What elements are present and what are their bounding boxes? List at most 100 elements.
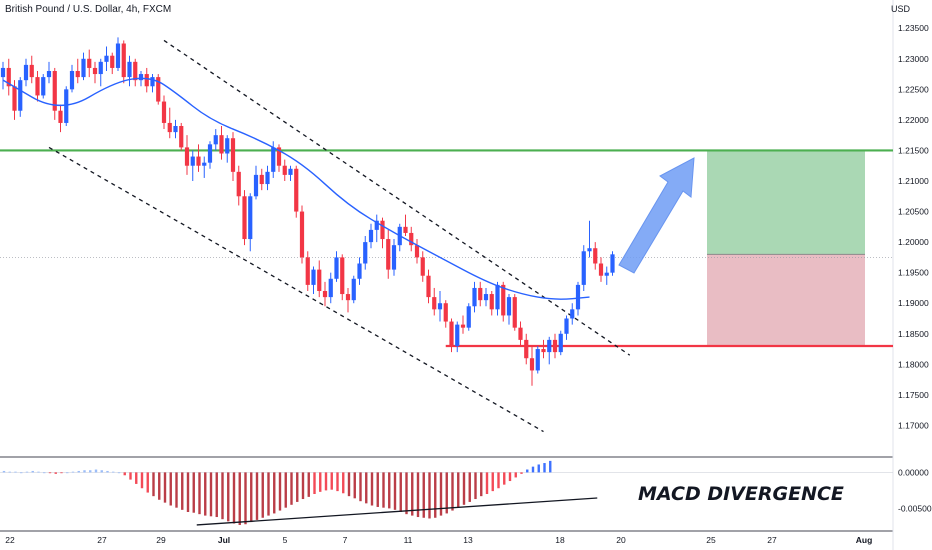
candle-body [138, 74, 144, 81]
macd-bar [330, 472, 333, 490]
candle [87, 49, 92, 78]
candle [593, 242, 598, 270]
macd-bar [284, 472, 287, 508]
candle [75, 58, 80, 84]
macd-bar [66, 472, 69, 474]
candle-body [432, 297, 437, 310]
time-tick-label: 22 [5, 535, 15, 545]
candle [144, 67, 149, 93]
macd-bar [359, 472, 362, 502]
candle [420, 251, 425, 282]
candle [334, 251, 339, 282]
candle-body [127, 61, 132, 78]
candle-body [58, 110, 63, 123]
candle-body [161, 101, 167, 123]
macd-tick-label: -0.00500 [898, 503, 932, 513]
candle-body [328, 278, 333, 298]
macd-bar [388, 472, 391, 509]
candle-body [202, 162, 207, 166]
candle-body [575, 284, 581, 310]
ma-line [2, 77, 590, 300]
candle-body [196, 156, 201, 166]
time-tick-label: Aug [856, 535, 873, 545]
macd-bar [508, 472, 512, 482]
price-tick-label: 1.19500 [898, 268, 929, 278]
candle [598, 257, 604, 282]
candle [150, 74, 155, 93]
macd-bar [117, 472, 121, 474]
candle-body [541, 349, 546, 353]
macd-bar [428, 472, 431, 519]
macd-bar [48, 472, 52, 474]
candle [547, 336, 552, 365]
macd-bar [399, 472, 402, 512]
candle [133, 58, 138, 87]
candle-body [449, 321, 454, 346]
candle-body [386, 239, 391, 270]
candle [455, 321, 460, 353]
candle [156, 74, 161, 105]
candle-body [426, 275, 431, 298]
candle-body [340, 257, 345, 295]
candle [478, 281, 483, 307]
candle [351, 275, 356, 304]
macd-bar [526, 469, 529, 473]
macd-bar [480, 472, 483, 497]
candle-body [466, 306, 471, 328]
candle-body [230, 138, 236, 172]
candle [190, 150, 195, 181]
candle [179, 122, 184, 151]
candle-body [121, 43, 126, 78]
macd-bar [301, 472, 305, 500]
candle-body [472, 287, 477, 307]
candle [512, 294, 517, 331]
macd-bar [129, 472, 132, 480]
candle-body [593, 248, 598, 264]
candle-body [506, 297, 512, 316]
candle [397, 223, 402, 252]
macd-bar [549, 460, 552, 473]
price-tick-label: 1.21500 [898, 145, 929, 155]
macd-bar [537, 464, 540, 473]
price-tick-label: 1.22500 [898, 84, 929, 94]
candle [58, 104, 63, 133]
macd-bar [250, 472, 253, 523]
macd-bar [434, 472, 437, 518]
candle [460, 315, 466, 334]
price-tick-label: 1.23000 [898, 54, 929, 64]
macd-bar [20, 472, 23, 474]
candle-body [299, 211, 305, 258]
macd-bar [186, 472, 190, 512]
candle-body [460, 324, 466, 328]
axes: 1.23500 1.23000 1.22500 1.22000 1.21500 1.210… [5, 23, 932, 545]
candle [604, 266, 609, 285]
candle [46, 61, 52, 84]
candle [259, 168, 264, 191]
candle [552, 333, 558, 359]
candle-body [104, 55, 109, 62]
macd-bar [319, 472, 322, 492]
macd-bar [89, 470, 92, 473]
macd-bar [169, 472, 172, 506]
gridlines [0, 0, 894, 550]
macd-bar [342, 472, 345, 494]
candle-body [443, 303, 448, 322]
candle [317, 260, 322, 298]
candle-body [242, 196, 247, 240]
macd-bar [152, 472, 155, 497]
candle [305, 251, 310, 291]
candle-body [478, 287, 483, 301]
candlestick-series [0, 37, 615, 386]
candle [581, 245, 586, 291]
candle [558, 330, 563, 356]
candle-body [23, 64, 29, 81]
macd-bar [422, 472, 425, 518]
candle [564, 315, 569, 340]
macd-bar [227, 472, 230, 522]
macd-bar [14, 471, 17, 473]
candle [230, 132, 236, 181]
macd-bar [491, 472, 494, 492]
macd-bar [43, 472, 46, 474]
candle [506, 294, 512, 325]
moving-average [2, 77, 590, 300]
